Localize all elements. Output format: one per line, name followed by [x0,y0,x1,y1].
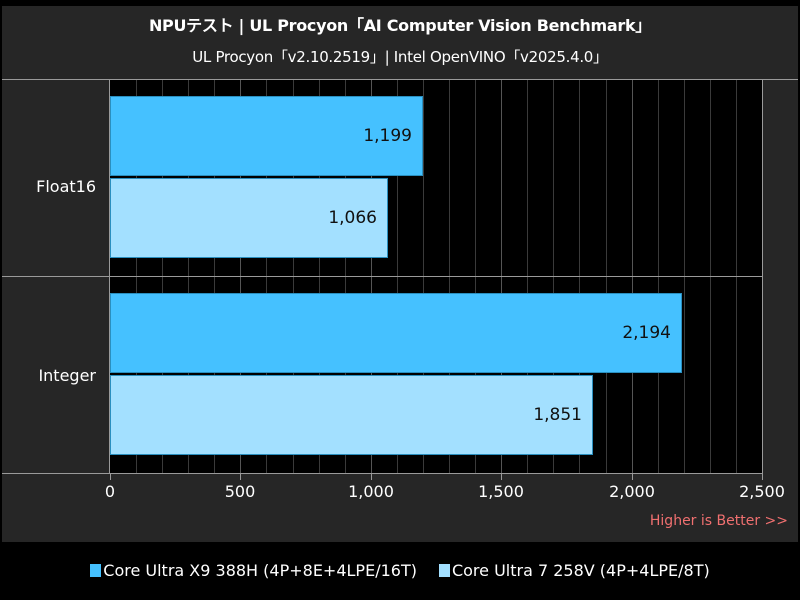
legend: Core Ultra X9 388H (4P+8E+4LPE/16T) Core… [0,561,800,580]
plot-right-border [762,80,763,474]
legend-label: Core Ultra X9 388H (4P+8E+4LPE/16T) [103,561,417,580]
chart-title: NPUテスト | UL Procyon「AI Computer Vision B… [148,16,652,35]
bar-value: 1,851 [533,405,582,425]
x-tick-label: 500 [224,482,256,501]
x-tick-mark [632,474,633,480]
x-tick-mark [762,474,763,480]
x-tick-label: 1,500 [478,482,524,501]
legend-label: Core Ultra 7 258V (4P+4LPE/8T) [451,561,710,580]
chart-subtitle: UL Procyon「v2.10.2519」| Intel OpenVINO「v… [192,48,608,66]
x-tick-mark [110,474,111,480]
x-tick-label: 2,000 [609,482,655,501]
x-tick-label: 1,000 [348,482,394,501]
bar-integer-ultra7-258v: 1,851 [110,375,593,455]
legend-item-ultra7-258v: Core Ultra 7 258V (4P+4LPE/8T) [438,561,710,580]
bar-value: 1,199 [363,126,412,146]
bar-value: 2,194 [622,323,671,343]
x-tick-mark [240,474,241,480]
higher-is-better-note: Higher is Better >> [649,513,788,529]
bar-float16-ultra7-258v: 1,066 [110,178,388,258]
plot-top-border [2,79,798,80]
x-tick-mark [501,474,502,480]
x-tick-mark [371,474,372,480]
legend-swatch-icon [90,564,102,577]
y-axis-line [109,80,110,474]
x-axis-line [2,473,763,474]
category-label-float16: Float16 [36,177,96,196]
bar-value: 1,066 [328,208,377,228]
legend-swatch-icon [438,564,450,577]
category-label-integer: Integer [38,366,96,385]
category-separator [2,276,763,277]
bar-float16-x9-388h: 1,199 [110,96,423,176]
x-tick-label: 0 [104,482,116,501]
x-tick-label: 2,500 [739,482,785,501]
bar-integer-x9-388h: 2,194 [110,293,682,373]
legend-item-x9-388h: Core Ultra X9 388H (4P+8E+4LPE/16T) [90,561,417,580]
